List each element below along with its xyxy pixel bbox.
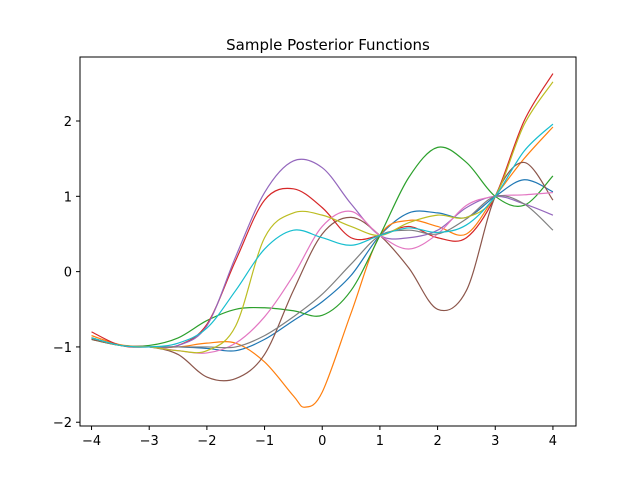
x-tick-label: −1: [255, 434, 274, 449]
sample-line-3: [91, 146, 554, 347]
x-tick-label: 2: [433, 434, 441, 449]
x-tick-label: −2: [197, 434, 216, 449]
y-tick-label: 0: [64, 266, 72, 281]
y-axis: −2 −1 0 1 2: [53, 115, 80, 431]
y-tick-label: −2: [53, 416, 72, 431]
series-layer: [91, 73, 554, 408]
y-tick-label: 1: [64, 190, 72, 205]
sample-line-10: [91, 123, 554, 348]
chart-title: Sample Posterior Functions: [226, 36, 430, 54]
x-tick-label: −4: [82, 434, 101, 449]
x-tick-label: 0: [318, 434, 326, 449]
sample-line-1: [91, 179, 554, 352]
x-tick-label: 4: [549, 434, 557, 449]
sample-line-2: [91, 126, 554, 408]
sample-line-9: [91, 81, 554, 354]
y-tick-label: 2: [64, 115, 72, 130]
x-axis: −4 −3 −2 −1 0 1 2 3 4: [82, 426, 557, 449]
x-tick-label: 3: [491, 434, 499, 449]
y-tick-label: −1: [53, 341, 72, 356]
x-tick-label: −3: [140, 434, 159, 449]
sample-line-5: [91, 158, 554, 349]
sample-line-6: [91, 161, 554, 382]
x-tick-label: 1: [376, 434, 384, 449]
plot-area-frame: [79, 56, 577, 427]
sample-line-8: [91, 195, 554, 349]
